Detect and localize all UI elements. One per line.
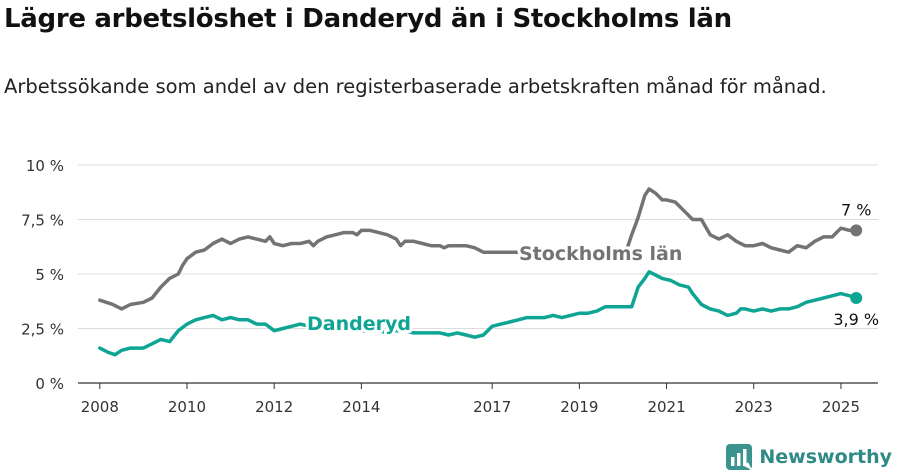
end-point-danderyd [850,291,863,304]
brand-name: Newsworthy [759,446,892,468]
x-tick-label: 2025 [822,398,860,416]
series-line-danderyd [98,270,858,357]
newsworthy-logo-icon [726,444,753,470]
series-label-stockholm: Stockholms län [519,243,682,265]
y-tick-label: 10 % [26,157,64,175]
x-tick-label: 2019 [560,398,598,416]
x-tick-label: 2014 [342,398,380,416]
x-tick-label: 2010 [168,398,206,416]
series-line-stockholm [98,187,858,311]
end-label-danderyd: 3,9 % [833,310,879,329]
end-point-stockholm [850,224,863,237]
x-tick-label: 2017 [473,398,511,416]
x-tick-label: 2008 [81,398,119,416]
y-tick-label: 2,5 % [21,321,64,339]
x-tick-label: 2023 [735,398,773,416]
end-label-stockholm: 7 % [841,200,871,219]
page-subtitle: Arbetssökande som andel av den registerb… [4,75,827,98]
y-tick-label: 7,5 % [21,212,64,230]
brand: Newsworthy [725,440,892,474]
x-tick-label: 2021 [647,398,685,416]
y-tick-label: 0 % [35,375,64,393]
series-label-danderyd: Danderyd [307,313,411,335]
x-tick-label: 2012 [255,398,293,416]
page-title: Lägre arbetslöshet i Danderyd än i Stock… [4,4,732,34]
y-tick-label: 5 % [35,266,64,284]
